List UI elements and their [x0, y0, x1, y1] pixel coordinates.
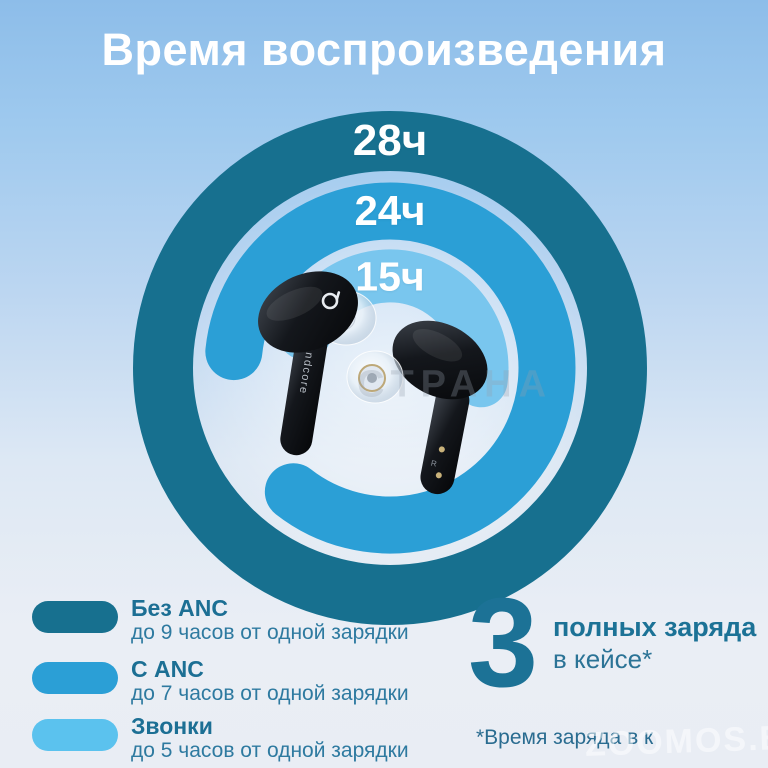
shop-watermark: ZOOMOS.BY — [584, 718, 768, 764]
charges-label-bold: полных заряда — [553, 612, 757, 642]
legend-desc: до 5 часов от одной зарядки — [131, 739, 409, 762]
center-watermark: СТРАНА — [356, 363, 554, 406]
legend-name: Звонки — [131, 713, 213, 739]
left-earbud: soundcore — [258, 271, 377, 456]
legend-item-no-anc: Без ANC до 9 часов от одной зарядки — [32, 595, 452, 651]
legend-item-anc: С ANC до 7 часов от одной зарядки — [32, 656, 452, 712]
legend-name: Без ANC — [131, 595, 228, 621]
nozzle-mesh — [367, 373, 377, 383]
left-earbud-highlight — [266, 286, 323, 321]
stem-contact-dot — [438, 446, 445, 453]
ring-28h — [133, 111, 647, 625]
legend-item-calls: Звонки до 5 часов от одной зарядки — [32, 713, 452, 768]
stem-contact-dot — [435, 472, 442, 479]
legend-swatch-no-anc — [32, 601, 118, 633]
ring-label-28h: 28ч — [352, 116, 428, 165]
right-earbud: R — [346, 320, 488, 495]
legend-swatch-calls — [32, 719, 118, 751]
right-earbud-stem — [420, 383, 470, 495]
ring-label-15h: 15ч — [355, 253, 425, 300]
ring-label-24h: 24ч — [354, 187, 426, 234]
charges-label-case: в кейсе* — [553, 644, 653, 674]
ring-24h — [205, 182, 576, 554]
footnote: *Время заряда в к — [476, 726, 654, 749]
left-earbud-head — [258, 271, 358, 353]
legend-name: С ANC — [131, 656, 204, 682]
legend-desc: до 7 часов от одной зарядки — [131, 682, 409, 705]
page-title: Время воспроизведения — [101, 24, 667, 75]
legend-swatch-anc — [32, 662, 118, 694]
stem-r-marking: R — [430, 459, 438, 469]
right-earbud-highlight — [412, 328, 463, 362]
legend-desc: до 9 часов от одной зарядки — [131, 621, 409, 644]
right-earbud-head — [392, 320, 488, 400]
charges-count: 3 — [468, 572, 539, 713]
soundcore-logo-icon — [321, 291, 341, 310]
